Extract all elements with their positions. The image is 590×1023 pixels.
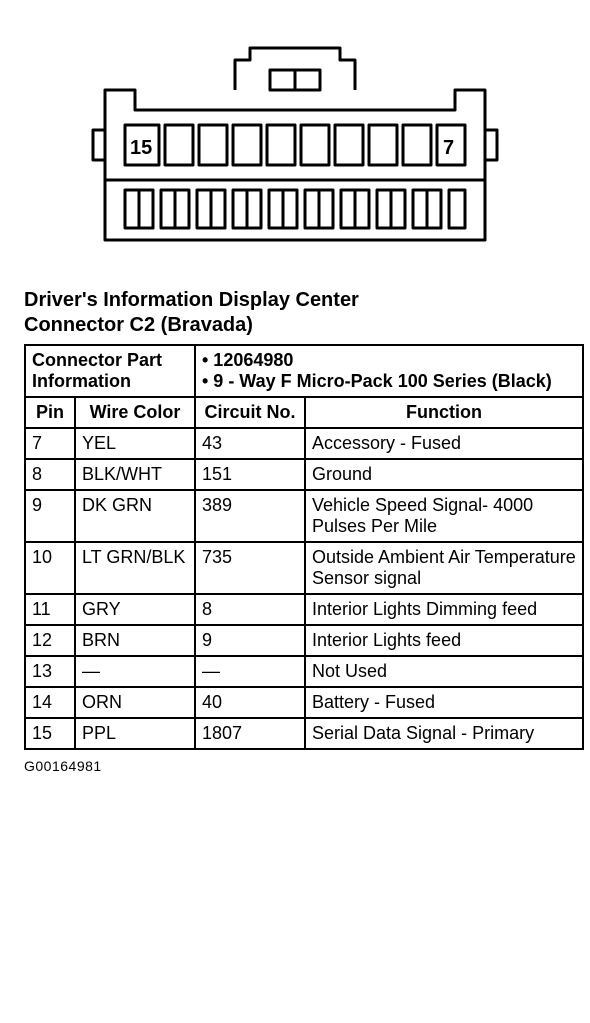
cell-wire: BLK/WHT xyxy=(75,459,195,490)
part-number-line: • 12064980 xyxy=(202,350,576,371)
cell-circuit: 1807 xyxy=(195,718,305,749)
cell-pin: 11 xyxy=(25,594,75,625)
cell-pin: 13 xyxy=(25,656,75,687)
cell-function: Ground xyxy=(305,459,583,490)
cell-wire: ORN xyxy=(75,687,195,718)
table-row: 12BRN9Interior Lights feed xyxy=(25,625,583,656)
cell-pin: 15 xyxy=(25,718,75,749)
cell-wire: GRY xyxy=(75,594,195,625)
table-row: 7YEL43Accessory - Fused xyxy=(25,428,583,459)
table-row: 14ORN40Battery - Fused xyxy=(25,687,583,718)
table-row: 10LT GRN/BLK735Outside Ambient Air Tempe… xyxy=(25,542,583,594)
cell-pin: 12 xyxy=(25,625,75,656)
cell-wire: DK GRN xyxy=(75,490,195,542)
cell-wire: PPL xyxy=(75,718,195,749)
cell-wire: LT GRN/BLK xyxy=(75,542,195,594)
cell-function: Vehicle Speed Signal- 4000 Pulses Per Mi… xyxy=(305,490,583,542)
cell-function: Interior Lights feed xyxy=(305,625,583,656)
col-header-function: Function xyxy=(305,397,583,428)
cell-pin: 8 xyxy=(25,459,75,490)
title-line-2: Connector C2 (Bravada) xyxy=(24,314,253,336)
header-connector-part-info: Connector Part Information xyxy=(25,345,195,397)
cell-function: Accessory - Fused xyxy=(305,428,583,459)
cell-wire: YEL xyxy=(75,428,195,459)
header-row-cols: Pin Wire Color Circuit No. Function xyxy=(25,397,583,428)
cell-wire: BRN xyxy=(75,625,195,656)
cell-wire: — xyxy=(75,656,195,687)
cell-circuit: 40 xyxy=(195,687,305,718)
cell-function: Outside Ambient Air Temperature Sensor s… xyxy=(305,542,583,594)
cell-circuit: 8 xyxy=(195,594,305,625)
table-row: 11GRY8Interior Lights Dimming feed xyxy=(25,594,583,625)
table-row: 15PPL1807Serial Data Signal - Primary xyxy=(25,718,583,749)
cell-circuit: 151 xyxy=(195,459,305,490)
title-line-1: Driver's Information Display Center xyxy=(24,289,359,311)
table-row: 8BLK/WHT151Ground xyxy=(25,459,583,490)
pin-label-15: 15 xyxy=(130,137,152,159)
cell-function: Not Used xyxy=(305,656,583,687)
cell-pin: 9 xyxy=(25,490,75,542)
cell-function: Serial Data Signal - Primary xyxy=(305,718,583,749)
section-title: Driver's Information Display Center Conn… xyxy=(24,288,570,338)
cell-pin: 7 xyxy=(25,428,75,459)
col-header-circuit: Circuit No. xyxy=(195,397,305,428)
header-row-top: Connector Part Information • 12064980 • … xyxy=(25,345,583,397)
cell-circuit: 735 xyxy=(195,542,305,594)
header-part-details: • 12064980 • 9 - Way F Micro-Pack 100 Se… xyxy=(195,345,583,397)
pinout-table: Connector Part Information • 12064980 • … xyxy=(24,344,584,750)
col-header-pin: Pin xyxy=(25,397,75,428)
table-row: 9DK GRN389Vehicle Speed Signal- 4000 Pul… xyxy=(25,490,583,542)
cell-pin: 14 xyxy=(25,687,75,718)
cell-circuit: 389 xyxy=(195,490,305,542)
col-header-wire: Wire Color xyxy=(75,397,195,428)
cell-function: Battery - Fused xyxy=(305,687,583,718)
cell-pin: 10 xyxy=(25,542,75,594)
cell-circuit: — xyxy=(195,656,305,687)
table-row: 13——Not Used xyxy=(25,656,583,687)
connector-diagram: 15 7 xyxy=(75,30,515,260)
cell-circuit: 43 xyxy=(195,428,305,459)
footer-code: G00164981 xyxy=(24,758,580,774)
part-desc-line: • 9 - Way F Micro-Pack 100 Series (Black… xyxy=(202,371,576,392)
cell-circuit: 9 xyxy=(195,625,305,656)
pin-label-7: 7 xyxy=(443,137,454,159)
cell-function: Interior Lights Dimming feed xyxy=(305,594,583,625)
